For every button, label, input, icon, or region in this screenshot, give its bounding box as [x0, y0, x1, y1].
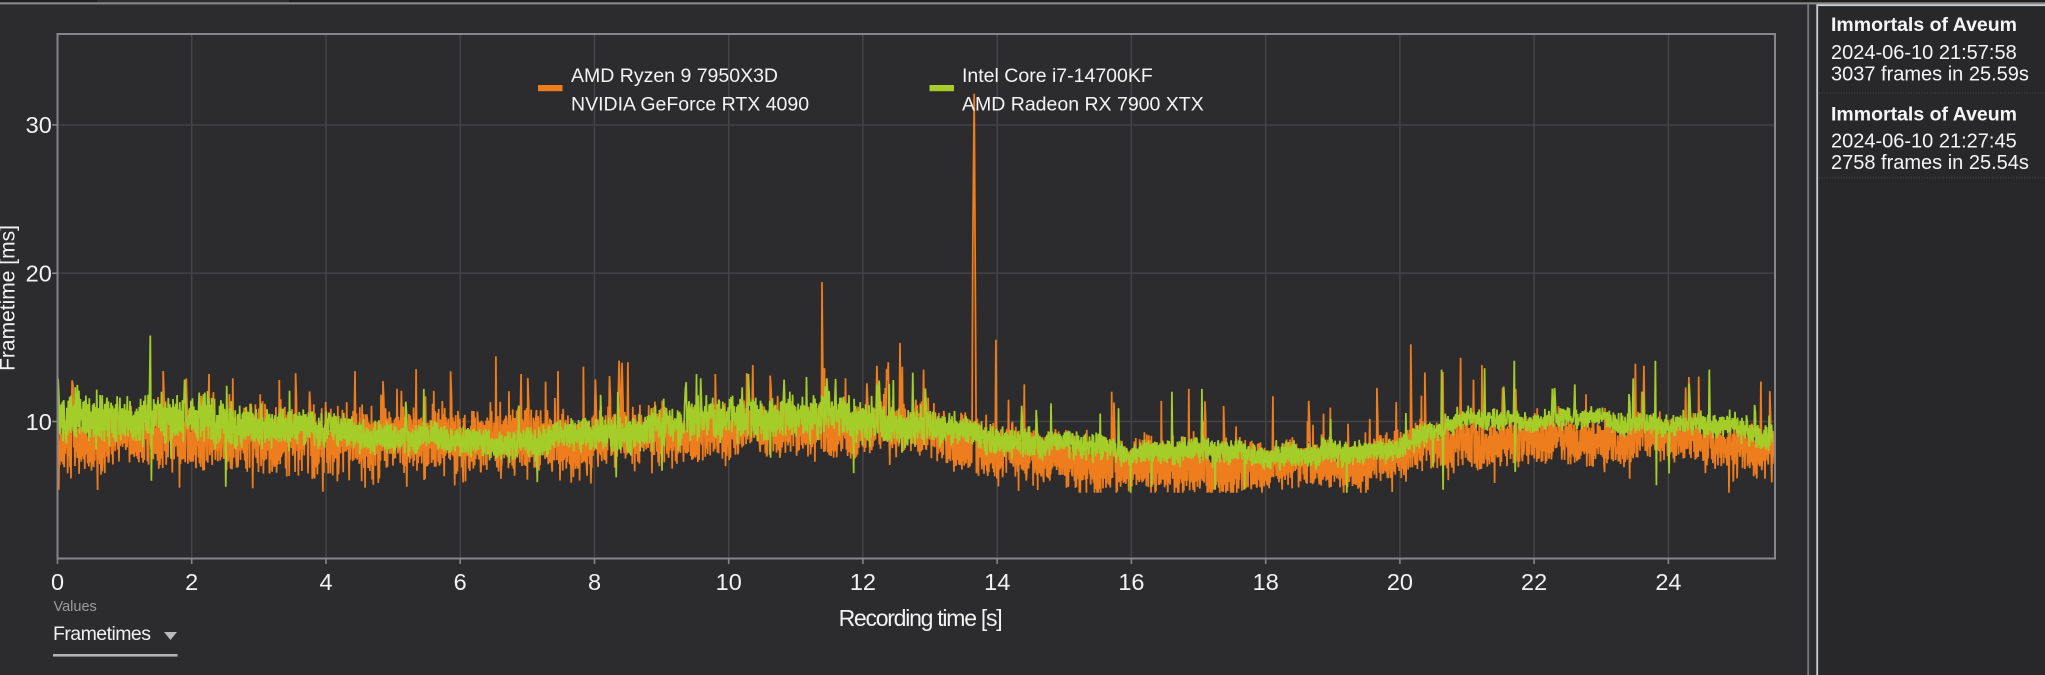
svg-text:18: 18 — [1253, 569, 1279, 595]
svg-text:Frametimes: Frametimes — [53, 623, 151, 645]
svg-text:0: 0 — [51, 569, 64, 595]
svg-text:NVIDIA GeForce RTX 4090: NVIDIA GeForce RTX 4090 — [571, 94, 809, 116]
svg-text:2024-06-10 21:27:45: 2024-06-10 21:27:45 — [1831, 130, 2017, 152]
svg-text:AMD Ryzen 9 7950X3D: AMD Ryzen 9 7950X3D — [571, 65, 778, 87]
svg-text:2758 frames in 25.54s: 2758 frames in 25.54s — [1831, 152, 2029, 174]
svg-text:8: 8 — [588, 569, 601, 595]
svg-text:3037 frames in 25.59s: 3037 frames in 25.59s — [1831, 64, 2029, 86]
svg-text:2: 2 — [185, 569, 198, 595]
svg-text:6: 6 — [454, 569, 467, 595]
svg-text:Values: Values — [54, 599, 97, 615]
svg-text:14: 14 — [984, 569, 1010, 595]
svg-text:4: 4 — [319, 569, 332, 595]
svg-text:30: 30 — [26, 112, 52, 138]
svg-text:22: 22 — [1521, 569, 1547, 595]
svg-text:16: 16 — [1118, 569, 1144, 595]
svg-text:2024-06-10 21:57:58: 2024-06-10 21:57:58 — [1831, 42, 2017, 64]
svg-text:AMD Radeon RX 7900 XTX: AMD Radeon RX 7900 XTX — [962, 94, 1204, 116]
svg-text:24: 24 — [1655, 569, 1681, 595]
svg-text:20: 20 — [26, 261, 52, 287]
svg-text:Frametime [ms]: Frametime [ms] — [0, 225, 20, 371]
svg-text:Recording time [s]: Recording time [s] — [839, 605, 1002, 631]
svg-text:Intel Core i7-14700KF: Intel Core i7-14700KF — [962, 65, 1153, 87]
svg-text:Immortals of Aveum: Immortals of Aveum — [1831, 14, 2017, 36]
svg-text:12: 12 — [850, 569, 876, 595]
svg-text:20: 20 — [1387, 569, 1413, 595]
svg-text:Immortals of Aveum: Immortals of Aveum — [1831, 103, 2017, 125]
svg-text:10: 10 — [26, 409, 52, 435]
svg-text:10: 10 — [716, 569, 742, 595]
